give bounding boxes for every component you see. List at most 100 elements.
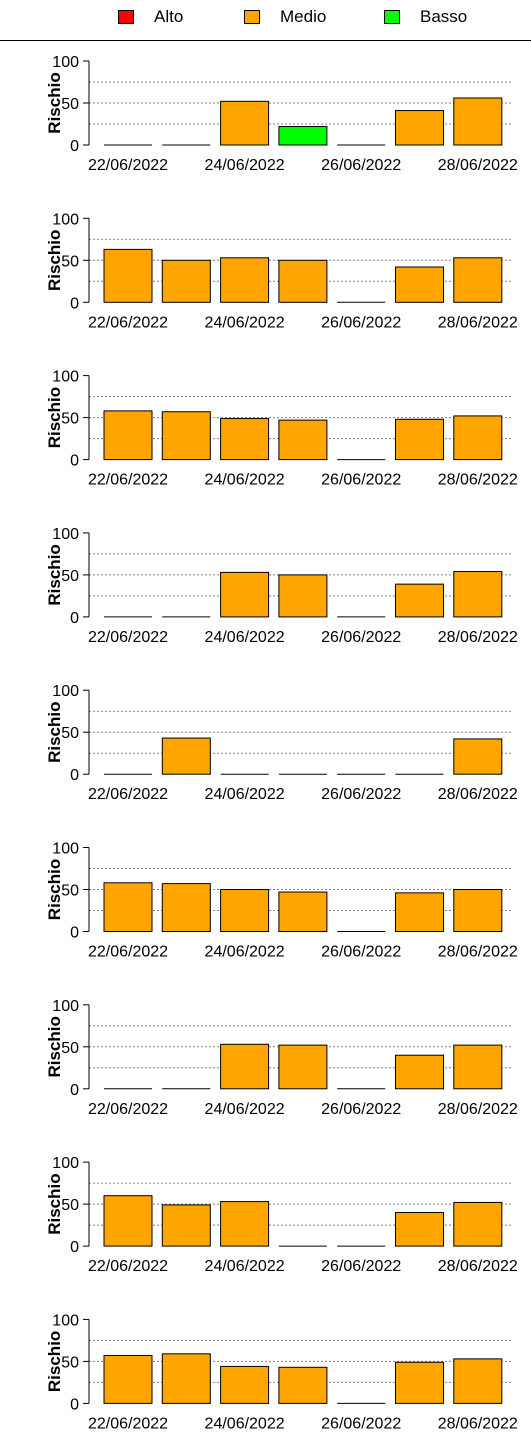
x-tick-label: 24/06/2022 xyxy=(205,472,285,489)
bar xyxy=(162,738,210,774)
bar xyxy=(279,892,327,931)
y-tick-label: 100 xyxy=(52,1312,79,1329)
y-tick-label: 0 xyxy=(70,1239,79,1256)
bar xyxy=(221,890,269,932)
bar xyxy=(221,1202,269,1247)
y-tick-label: 100 xyxy=(52,211,79,228)
x-tick-label: 24/06/2022 xyxy=(205,314,285,331)
bar xyxy=(396,1213,444,1247)
x-tick-label: 28/06/2022 xyxy=(438,786,518,803)
x-tick-label: 26/06/2022 xyxy=(321,786,401,803)
y-tick-label: 0 xyxy=(70,295,79,312)
y-tick-label: 0 xyxy=(70,767,79,784)
y-tick-label: 0 xyxy=(70,610,79,627)
bar xyxy=(396,1362,444,1403)
x-tick-label: 24/06/2022 xyxy=(205,1258,285,1275)
bar xyxy=(454,572,502,617)
y-axis-title: Rischio xyxy=(45,701,64,762)
bar xyxy=(396,267,444,302)
bar xyxy=(279,260,327,302)
bar xyxy=(104,249,152,302)
bar xyxy=(221,258,269,303)
x-tick-label: 22/06/2022 xyxy=(88,314,168,331)
x-tick-label: 22/06/2022 xyxy=(88,1415,168,1432)
x-tick-label: 28/06/2022 xyxy=(438,157,518,174)
bar xyxy=(279,575,327,617)
x-tick-label: 26/06/2022 xyxy=(321,472,401,489)
bar xyxy=(221,1366,269,1403)
x-tick-label: 26/06/2022 xyxy=(321,629,401,646)
x-tick-label: 26/06/2022 xyxy=(321,157,401,174)
x-tick-label: 26/06/2022 xyxy=(321,1258,401,1275)
x-tick-label: 22/06/2022 xyxy=(88,472,168,489)
chart-panel-7: 050100Rischio22/06/2022 24/06/2022 26/06/2… xyxy=(45,998,518,1118)
x-tick-label: 24/06/2022 xyxy=(205,629,285,646)
y-tick-label: 100 xyxy=(52,998,79,1015)
bar xyxy=(454,890,502,932)
x-tick-label: 22/06/2022 xyxy=(88,629,168,646)
bar xyxy=(104,411,152,460)
bar xyxy=(454,1202,502,1246)
y-axis-title: Rischio xyxy=(45,230,64,291)
y-axis-title: Rischio xyxy=(45,859,64,920)
bar xyxy=(162,884,210,932)
x-tick-label: 28/06/2022 xyxy=(438,1101,518,1118)
y-tick-label: 0 xyxy=(70,1396,79,1413)
x-tick-label: 24/06/2022 xyxy=(205,157,285,174)
bar xyxy=(454,98,502,145)
chart-panel-9: 050100Rischio22/06/2022 24/06/2022 26/06/2… xyxy=(45,1312,518,1432)
y-axis-title: Rischio xyxy=(45,72,64,133)
bar xyxy=(454,1359,502,1404)
x-tick-label: 24/06/2022 xyxy=(205,1415,285,1432)
x-tick-label: 28/06/2022 xyxy=(438,314,518,331)
bar xyxy=(221,101,269,145)
y-axis-title: Rischio xyxy=(45,1016,64,1077)
x-tick-label: 26/06/2022 xyxy=(321,1415,401,1432)
y-tick-label: 100 xyxy=(52,683,79,700)
bar xyxy=(279,1367,327,1403)
bar xyxy=(396,1055,444,1089)
bar xyxy=(396,584,444,617)
bar xyxy=(454,416,502,460)
y-tick-label: 100 xyxy=(52,1155,79,1172)
bar xyxy=(279,420,327,459)
y-tick-label: 0 xyxy=(70,925,79,942)
x-tick-label: 22/06/2022 xyxy=(88,786,168,803)
bar xyxy=(221,418,269,459)
x-tick-label: 24/06/2022 xyxy=(205,786,285,803)
x-tick-label: 22/06/2022 xyxy=(88,944,168,961)
bar xyxy=(104,1356,152,1404)
bar xyxy=(221,572,269,617)
x-tick-label: 26/06/2022 xyxy=(321,944,401,961)
y-axis-title: Rischio xyxy=(45,544,64,605)
bar xyxy=(279,1045,327,1089)
bar xyxy=(396,893,444,932)
x-tick-label: 22/06/2022 xyxy=(88,157,168,174)
y-axis-title: Rischio xyxy=(45,1173,64,1234)
bar xyxy=(104,883,152,932)
bar xyxy=(454,1045,502,1089)
x-tick-label: 26/06/2022 xyxy=(321,314,401,331)
bar xyxy=(221,1044,269,1089)
bar xyxy=(279,127,327,145)
y-axis-title: Rischio xyxy=(45,387,64,448)
x-tick-label: 22/06/2022 xyxy=(88,1101,168,1118)
x-tick-label: 28/06/2022 xyxy=(438,629,518,646)
x-tick-label: 26/06/2022 xyxy=(321,1101,401,1118)
bar xyxy=(162,1205,210,1246)
bar xyxy=(454,739,502,774)
x-tick-label: 28/06/2022 xyxy=(438,1415,518,1432)
bar xyxy=(396,419,444,459)
bar xyxy=(454,258,502,303)
bar xyxy=(162,1354,210,1404)
bar xyxy=(396,111,444,145)
x-tick-label: 24/06/2022 xyxy=(205,1101,285,1118)
